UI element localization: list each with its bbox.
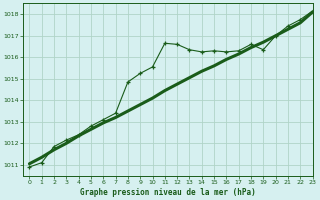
X-axis label: Graphe pression niveau de la mer (hPa): Graphe pression niveau de la mer (hPa) xyxy=(80,188,256,197)
